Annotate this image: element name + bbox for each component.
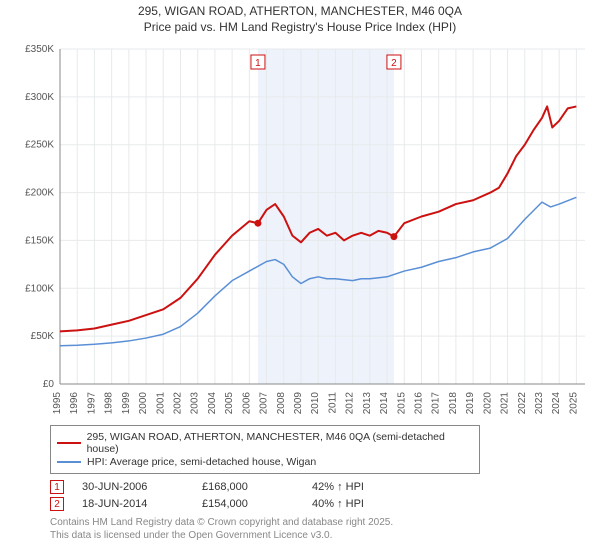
svg-text:2003: 2003 [190, 392, 201, 415]
svg-text:2010: 2010 [310, 392, 321, 415]
svg-text:2005: 2005 [224, 392, 235, 415]
svg-text:2008: 2008 [276, 392, 287, 415]
svg-text:2015: 2015 [396, 392, 407, 415]
marker-date: 18-JUN-2014 [82, 498, 202, 510]
svg-text:2020: 2020 [482, 392, 493, 415]
legend-label-1: 295, WIGAN ROAD, ATHERTON, MANCHESTER, M… [87, 431, 473, 455]
marker-number-box: 1 [50, 480, 64, 494]
svg-text:2013: 2013 [362, 392, 373, 415]
svg-text:2024: 2024 [551, 392, 562, 415]
marker-row: 2 18-JUN-2014£154,00040% ↑ HPI [50, 497, 590, 511]
svg-text:1998: 1998 [104, 392, 115, 415]
svg-text:2018: 2018 [448, 392, 459, 415]
svg-text:2019: 2019 [465, 392, 476, 415]
svg-text:2: 2 [391, 58, 397, 69]
svg-text:2014: 2014 [379, 392, 390, 415]
chart-area: £0 £50K £100K £150K £200K £250K £300K £350K 1995… [10, 39, 590, 419]
legend-row-1: 295, WIGAN ROAD, ATHERTON, MANCHESTER, M… [57, 431, 473, 455]
svg-text:£250K: £250K [25, 140, 54, 151]
svg-text:1999: 1999 [121, 392, 132, 415]
marker-hpi: 42% ↑ HPI [312, 481, 422, 493]
legend-label-2: HPI: Average price, semi-detached house,… [87, 456, 316, 468]
svg-text:£200K: £200K [25, 188, 54, 199]
marker-date: 30-JUN-2006 [82, 481, 202, 493]
line-chart-svg: £0 £50K £100K £150K £200K £250K £300K £350K 1995… [10, 39, 590, 419]
legend-box: 295, WIGAN ROAD, ATHERTON, MANCHESTER, M… [50, 425, 480, 474]
title-line-1: 295, WIGAN ROAD, ATHERTON, MANCHESTER, M… [0, 4, 600, 20]
svg-text:2021: 2021 [500, 392, 511, 415]
svg-text:2017: 2017 [431, 392, 442, 415]
svg-text:2006: 2006 [241, 392, 252, 415]
svg-text:£300K: £300K [25, 92, 54, 103]
svg-text:1: 1 [255, 58, 261, 69]
svg-text:1997: 1997 [86, 392, 97, 415]
svg-text:2022: 2022 [517, 392, 528, 415]
svg-text:2002: 2002 [172, 392, 183, 415]
marker-row: 1 30-JUN-2006£168,00042% ↑ HPI [50, 480, 590, 494]
chart-title-block: 295, WIGAN ROAD, ATHERTON, MANCHESTER, M… [0, 0, 600, 35]
svg-text:2016: 2016 [413, 392, 424, 415]
svg-text:£50K: £50K [31, 331, 55, 342]
svg-text:£150K: £150K [25, 236, 54, 247]
legend-row-2: HPI: Average price, semi-detached house,… [57, 456, 473, 468]
legend-swatch-2 [57, 461, 81, 463]
svg-text:2011: 2011 [327, 392, 338, 414]
svg-text:2025: 2025 [568, 392, 579, 415]
svg-text:2007: 2007 [259, 392, 270, 415]
attribution: Contains HM Land Registry data © Crown c… [50, 517, 590, 542]
marker-number-box: 2 [50, 497, 64, 511]
svg-text:1995: 1995 [52, 392, 63, 415]
legend-swatch-1 [57, 442, 81, 444]
svg-text:2012: 2012 [345, 392, 356, 415]
attribution-line-1: Contains HM Land Registry data © Crown c… [50, 517, 590, 530]
svg-text:2004: 2004 [207, 392, 218, 415]
marker-price: £154,000 [202, 498, 312, 510]
marker-hpi: 40% ↑ HPI [312, 498, 422, 510]
svg-text:£100K: £100K [25, 283, 54, 294]
svg-text:2023: 2023 [534, 392, 545, 415]
title-line-2: Price paid vs. HM Land Registry's House … [0, 20, 600, 36]
marker-table: 1 30-JUN-2006£168,00042% ↑ HPI 2 18-JUN-201… [50, 480, 590, 511]
svg-text:£350K: £350K [25, 44, 54, 55]
svg-text:1996: 1996 [69, 392, 80, 415]
svg-text:£0: £0 [43, 379, 55, 390]
attribution-line-2: This data is licensed under the Open Gov… [50, 530, 590, 543]
svg-text:2001: 2001 [155, 392, 166, 415]
svg-text:2000: 2000 [138, 392, 149, 415]
svg-text:2009: 2009 [293, 392, 304, 415]
marker-price: £168,000 [202, 481, 312, 493]
